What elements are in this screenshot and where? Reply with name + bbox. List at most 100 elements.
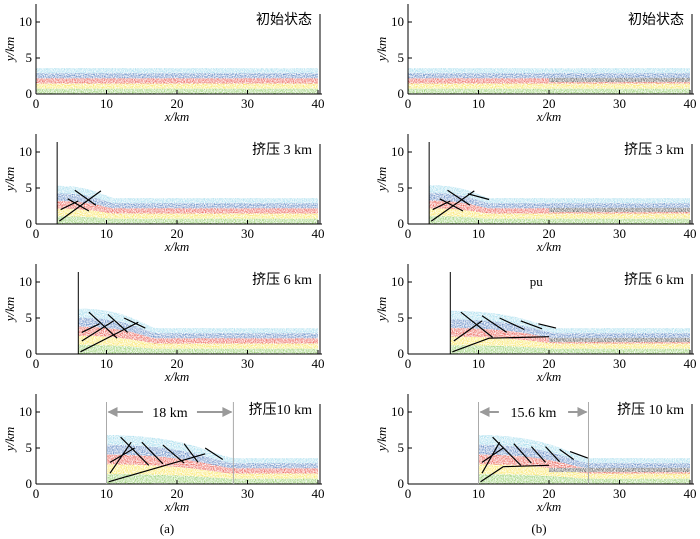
sand-layer-1 — [57, 185, 318, 204]
stage-label: 初始状态 — [256, 11, 312, 28]
fault-line-4 — [513, 443, 532, 464]
stage-label: 初始状态 — [628, 11, 684, 28]
sand-layer-1 — [106, 435, 318, 464]
y-tick-label: 0 — [398, 86, 405, 101]
fault-line-2 — [109, 441, 132, 474]
y-axis-label: y/km — [374, 297, 389, 324]
x-tick-label: 10 — [100, 96, 113, 111]
sand-layer-5 — [57, 216, 318, 224]
sand-layer-2 — [408, 73, 690, 79]
y-tick-label: 10 — [391, 404, 404, 419]
panel-a-initial: 0 10 20 30 40 0 5 10 x/km y/km 初始状态 — [2, 4, 325, 124]
x-tick-label: 20 — [171, 486, 184, 501]
sand-layer-2 — [106, 444, 318, 469]
x-tick-label: 30 — [241, 486, 254, 501]
sand-layer-4 — [408, 83, 690, 89]
x-tick-label: 10 — [472, 356, 485, 371]
panel-b-shortening-6: 0 10 20 30 40 0 5 10 x/km y/km 挤压 6 km pu — [374, 264, 697, 384]
sand-layer-4 — [78, 335, 318, 349]
x-tick-label: 10 — [100, 356, 113, 371]
sand-layer-1 — [36, 68, 318, 74]
x-tick-label: 20 — [543, 226, 556, 241]
fault-line-5 — [162, 444, 185, 464]
fault-line-1 — [452, 336, 550, 353]
weak-layer — [549, 77, 690, 83]
x-axis-label: x/km — [164, 109, 190, 124]
fault-line-2 — [81, 320, 114, 342]
sand-layer-1 — [78, 308, 318, 334]
x-tick-label: 10 — [472, 96, 485, 111]
sand-layer-2 — [478, 444, 690, 469]
stage-label: 挤压 6 km — [252, 272, 312, 288]
panel-b-initial: 0 10 20 30 40 0 5 10 x/km y/km 初始状态 — [374, 4, 697, 124]
fault-line-1 — [108, 453, 206, 483]
y-tick-label: 0 — [26, 216, 33, 231]
panel-annotation: pu — [530, 274, 544, 289]
y-tick-label: 5 — [398, 310, 405, 325]
sand-layer-5 — [106, 474, 318, 484]
fault-line-8 — [569, 451, 589, 459]
fault-line-1 — [480, 464, 550, 483]
panel-b-shortening-3: 0 10 20 30 40 0 5 10 x/km y/km 挤压 3 km — [374, 134, 697, 254]
y-axis-label: y/km — [2, 297, 17, 324]
stage-label: 挤压 3 km — [252, 142, 312, 158]
fault-line-2 — [439, 198, 464, 212]
fault-line-5 — [467, 193, 490, 201]
fault-line-3 — [74, 189, 97, 206]
measure-arrowhead-left — [479, 407, 490, 417]
stage-label: 挤压 3 km — [624, 142, 684, 158]
fault-line-3 — [447, 189, 471, 206]
x-tick-label: 20 — [543, 356, 556, 371]
measure-label: 15.6 km — [511, 406, 557, 421]
x-tick-label: 40 — [312, 356, 325, 371]
sand-layer-2 — [36, 73, 318, 79]
fault-line-7 — [559, 448, 575, 460]
fault-line-7 — [204, 447, 224, 461]
fault-line-4 — [107, 313, 129, 333]
sand-layer-3 — [36, 78, 318, 84]
y-tick-label: 0 — [26, 476, 33, 491]
x-tick-label: 30 — [613, 356, 626, 371]
x-tick-label: 10 — [100, 226, 113, 241]
fault-line-4 — [481, 315, 508, 333]
x-tick-label: 20 — [171, 356, 184, 371]
x-tick-label: 30 — [241, 226, 254, 241]
sand-layer-3 — [57, 201, 318, 214]
y-tick-label: 5 — [26, 310, 33, 325]
fault-line-2 — [67, 198, 90, 212]
x-axis-label: x/km — [536, 109, 562, 124]
x-tick-label: 0 — [33, 96, 40, 111]
x-tick-label: 40 — [684, 226, 697, 241]
y-tick-label: 5 — [26, 50, 33, 65]
sand-layer-2 — [78, 317, 318, 339]
x-tick-label: 40 — [312, 486, 325, 501]
layer-stack — [429, 185, 690, 224]
x-tick-label: 40 — [684, 356, 697, 371]
sand-layer-5 — [78, 344, 318, 354]
x-tick-label: 10 — [472, 226, 485, 241]
sand-layer-1 — [429, 185, 690, 204]
fault-line-3 — [492, 436, 522, 466]
y-axis-label: y/km — [374, 427, 389, 454]
x-tick-label: 0 — [33, 356, 40, 371]
x-tick-label: 20 — [543, 96, 556, 111]
sand-layer-4 — [57, 208, 318, 219]
x-tick-label: 20 — [171, 96, 184, 111]
y-tick-label: 5 — [398, 50, 405, 65]
y-axis-label: y/km — [2, 167, 17, 194]
x-tick-label: 30 — [613, 226, 626, 241]
panel-a-shortening-6: 0 10 20 30 40 0 5 10 x/km y/km 挤压 6 km — [2, 264, 325, 384]
panel-a-shortening-3: 0 10 20 30 40 0 5 10 x/km y/km 挤压 3 km — [2, 134, 325, 254]
layer-stack — [78, 308, 318, 354]
fault-line-7 — [538, 323, 557, 329]
layer-stack — [106, 435, 318, 484]
x-axis-label: x/km — [164, 499, 190, 514]
x-axis-label: x/km — [164, 239, 190, 254]
fault-line-3 — [120, 436, 150, 466]
x-tick-label: 0 — [405, 356, 412, 371]
fault-line-4 — [60, 200, 79, 211]
weak-layer — [549, 467, 690, 473]
sand-layer-1 — [408, 68, 690, 74]
stage-label: 挤压 10 km — [617, 402, 684, 418]
x-tick-label: 20 — [171, 226, 184, 241]
